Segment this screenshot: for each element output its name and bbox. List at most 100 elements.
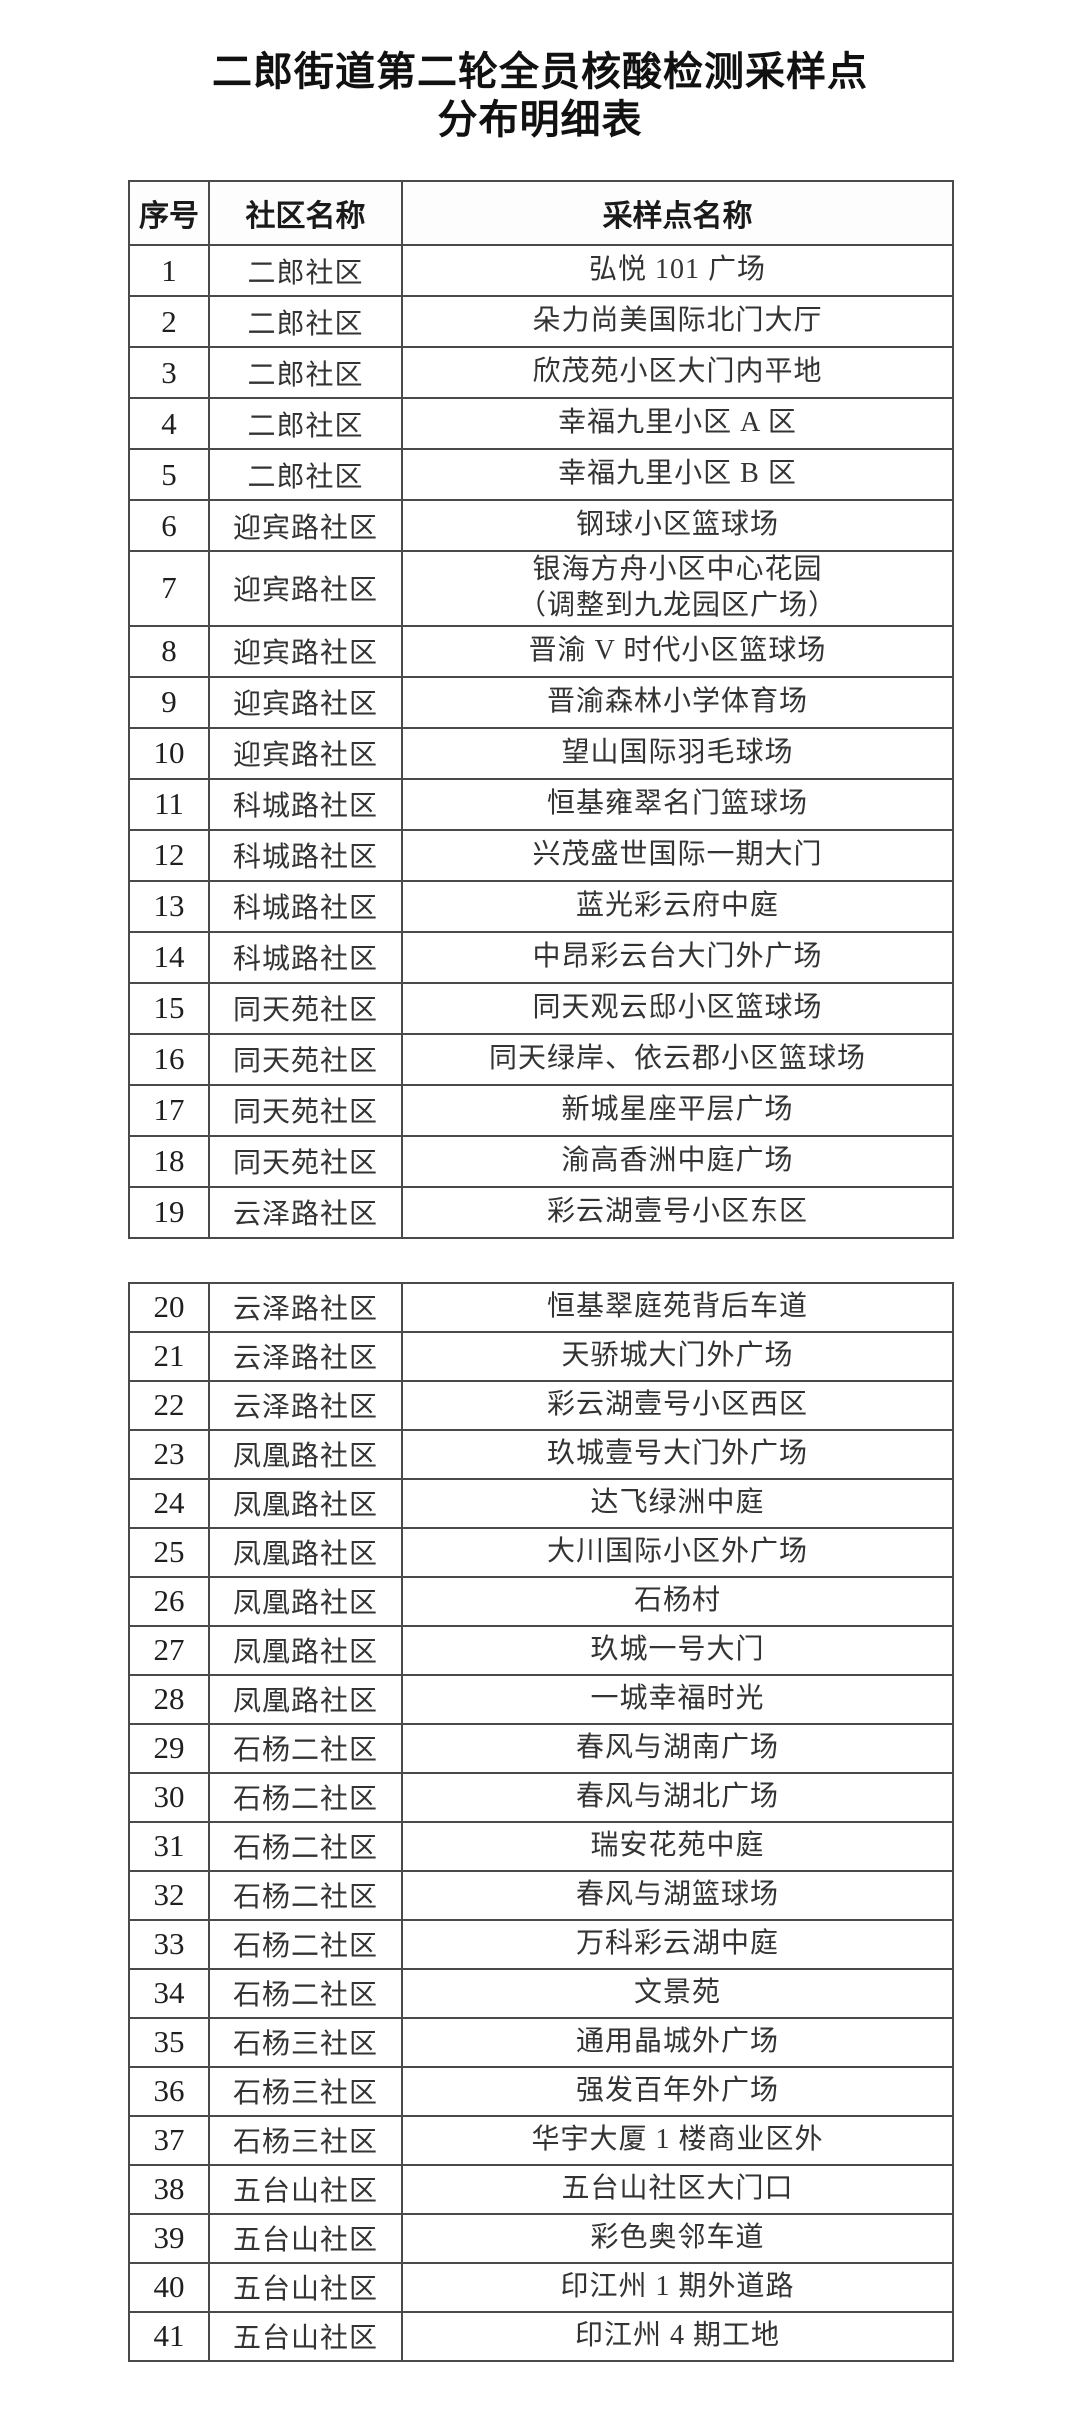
- column-header-site: 采样点名称: [401, 180, 954, 246]
- sampling-point-name-cell: 同天绿岸、依云郡小区篮球场: [401, 1032, 954, 1086]
- table-row: 4 二郎社区 幸福九里小区 A 区: [128, 397, 954, 450]
- table-row: 24 凤凰路社区 达飞绿洲中庭: [128, 1477, 954, 1529]
- community-name-cell: 同天苑社区: [208, 1083, 403, 1137]
- row-number-cell: 16: [128, 1032, 210, 1086]
- sampling-point-name-cell: 一城幸福时光: [401, 1673, 954, 1725]
- community-name-cell: 同天苑社区: [208, 981, 403, 1035]
- table-row: 38 五台山社区 五台山社区大门口: [128, 2163, 954, 2215]
- row-number-cell: 10: [128, 726, 210, 780]
- sampling-point-name-cell: 春风与湖北广场: [401, 1771, 954, 1823]
- table-row: 5 二郎社区 幸福九里小区 B 区: [128, 448, 954, 501]
- table-row: 34 石杨二社区 文景苑: [128, 1967, 954, 2019]
- row-number-cell: 8: [128, 624, 210, 678]
- sampling-point-name-cell: 大川国际小区外广场: [401, 1526, 954, 1578]
- page-title-line-2: 分布明细表: [437, 97, 643, 142]
- sampling-point-name-cell: 幸福九里小区 A 区: [401, 397, 954, 450]
- community-name-cell: 同天苑社区: [208, 1134, 403, 1188]
- community-name-cell: 凤凰路社区: [208, 1575, 403, 1627]
- sampling-point-name-cell: 春风与湖南广场: [401, 1722, 954, 1774]
- row-number-cell: 24: [128, 1477, 210, 1529]
- community-name-cell: 云泽路社区: [208, 1185, 403, 1239]
- table-row: 9 迎宾路社区 晋渝森林小学体育场: [128, 675, 954, 729]
- community-name-cell: 二郎社区: [208, 397, 403, 450]
- table-row: 32 石杨二社区 春风与湖篮球场: [128, 1869, 954, 1921]
- community-name-cell: 石杨二社区: [208, 1918, 403, 1970]
- row-number-cell: 12: [128, 828, 210, 882]
- community-name-cell: 石杨三社区: [208, 2065, 403, 2117]
- community-name-cell: 科城路社区: [208, 828, 403, 882]
- sampling-point-name-cell: 五台山社区大门口: [401, 2163, 954, 2215]
- community-name-cell: 迎宾路社区: [208, 499, 403, 552]
- row-number-cell: 30: [128, 1771, 210, 1823]
- sampling-point-name-cell: 印江州 4 期工地: [401, 2310, 954, 2362]
- sampling-point-name-cell: 同天观云邸小区篮球场: [401, 981, 954, 1035]
- community-name-cell: 迎宾路社区: [208, 726, 403, 780]
- table-row: 31 石杨二社区 瑞安花苑中庭: [128, 1820, 954, 1872]
- sampling-point-name-cell: 万科彩云湖中庭: [401, 1918, 954, 1970]
- row-number-cell: 13: [128, 879, 210, 933]
- community-name-cell: 云泽路社区: [208, 1281, 403, 1333]
- row-number-cell: 41: [128, 2310, 210, 2362]
- sampling-point-name-cell: 晋渝 V 时代小区篮球场: [401, 624, 954, 678]
- sampling-point-name-cell: 玖城壹号大门外广场: [401, 1428, 954, 1480]
- table-row: 20 云泽路社区 恒基翠庭苑背后车道: [128, 1281, 954, 1333]
- sampling-point-name-cell: 石杨村: [401, 1575, 954, 1627]
- sampling-table-part-2: 20 云泽路社区 恒基翠庭苑背后车道 21 云泽路社区 天骄城大门外广场 22 云泽路社区 彩云…: [128, 1281, 954, 2362]
- sampling-point-name-cell: 新城星座平层广场: [401, 1083, 954, 1137]
- community-name-cell: 科城路社区: [208, 879, 403, 933]
- table-row: 14 科城路社区 中昂彩云台大门外广场: [128, 930, 954, 984]
- row-number-cell: 6: [128, 499, 210, 552]
- row-number-cell: 4: [128, 397, 210, 450]
- table-row: 39 五台山社区 彩色奥邻车道: [128, 2212, 954, 2264]
- community-name-cell: 石杨二社区: [208, 1967, 403, 2019]
- table-row: 6 迎宾路社区 钢球小区篮球场: [128, 499, 954, 552]
- row-number-cell: 27: [128, 1624, 210, 1676]
- community-name-cell: 石杨三社区: [208, 2114, 403, 2166]
- community-name-cell: 凤凰路社区: [208, 1526, 403, 1578]
- community-name-cell: 云泽路社区: [208, 1379, 403, 1431]
- row-number-cell: 28: [128, 1673, 210, 1725]
- table-row: 41 五台山社区 印江州 4 期工地: [128, 2310, 954, 2362]
- community-name-cell: 同天苑社区: [208, 1032, 403, 1086]
- table-row: 13 科城路社区 蓝光彩云府中庭: [128, 879, 954, 933]
- row-number-cell: 1: [128, 244, 210, 297]
- community-name-cell: 五台山社区: [208, 2163, 403, 2215]
- table-row: 33 石杨二社区 万科彩云湖中庭: [128, 1918, 954, 1970]
- community-name-cell: 五台山社区: [208, 2310, 403, 2362]
- community-name-cell: 迎宾路社区: [208, 675, 403, 729]
- sampling-point-name-cell: 银海方舟小区中心花园 （调整到九龙园区广场）: [401, 550, 954, 627]
- sampling-table-part-1: 序号 社区名称 采样点名称 1 二郎社区 弘悦 101 广场 2 二郎社区 朵力尚美国际北…: [128, 180, 954, 1239]
- row-number-cell: 25: [128, 1526, 210, 1578]
- table-row: 25 凤凰路社区 大川国际小区外广场: [128, 1526, 954, 1578]
- row-number-cell: 31: [128, 1820, 210, 1872]
- sampling-point-name-cell: 弘悦 101 广场: [401, 244, 954, 297]
- table-row: 3 二郎社区 欣茂苑小区大门内平地: [128, 346, 954, 399]
- table-row: 23 凤凰路社区 玖城壹号大门外广场: [128, 1428, 954, 1480]
- sampling-point-name-cell: 春风与湖篮球场: [401, 1869, 954, 1921]
- row-number-cell: 20: [128, 1281, 210, 1333]
- community-name-cell: 二郎社区: [208, 244, 403, 297]
- table-row: 21 云泽路社区 天骄城大门外广场: [128, 1330, 954, 1382]
- row-number-cell: 40: [128, 2261, 210, 2313]
- table-row: 15 同天苑社区 同天观云邸小区篮球场: [128, 981, 954, 1035]
- sampling-point-name-cell: 朵力尚美国际北门大厅: [401, 295, 954, 348]
- sampling-point-name-cell: 玖城一号大门: [401, 1624, 954, 1676]
- row-number-cell: 37: [128, 2114, 210, 2166]
- community-name-cell: 科城路社区: [208, 930, 403, 984]
- table-header-row: 序号 社区名称 采样点名称: [128, 180, 954, 246]
- community-name-cell: 二郎社区: [208, 448, 403, 501]
- community-name-cell: 科城路社区: [208, 777, 403, 831]
- community-name-cell: 石杨三社区: [208, 2016, 403, 2068]
- row-number-cell: 22: [128, 1379, 210, 1431]
- column-header-community: 社区名称: [208, 180, 403, 246]
- table-row: 17 同天苑社区 新城星座平层广场: [128, 1083, 954, 1137]
- row-number-cell: 17: [128, 1083, 210, 1137]
- table-row: 12 科城路社区 兴茂盛世国际一期大门: [128, 828, 954, 882]
- sampling-point-name-cell: 彩色奥邻车道: [401, 2212, 954, 2264]
- sampling-point-name-cell: 晋渝森林小学体育场: [401, 675, 954, 729]
- sampling-point-name-cell: 幸福九里小区 B 区: [401, 448, 954, 501]
- community-name-cell: 凤凰路社区: [208, 1477, 403, 1529]
- community-name-cell: 石杨二社区: [208, 1869, 403, 1921]
- row-number-cell: 7: [128, 550, 210, 627]
